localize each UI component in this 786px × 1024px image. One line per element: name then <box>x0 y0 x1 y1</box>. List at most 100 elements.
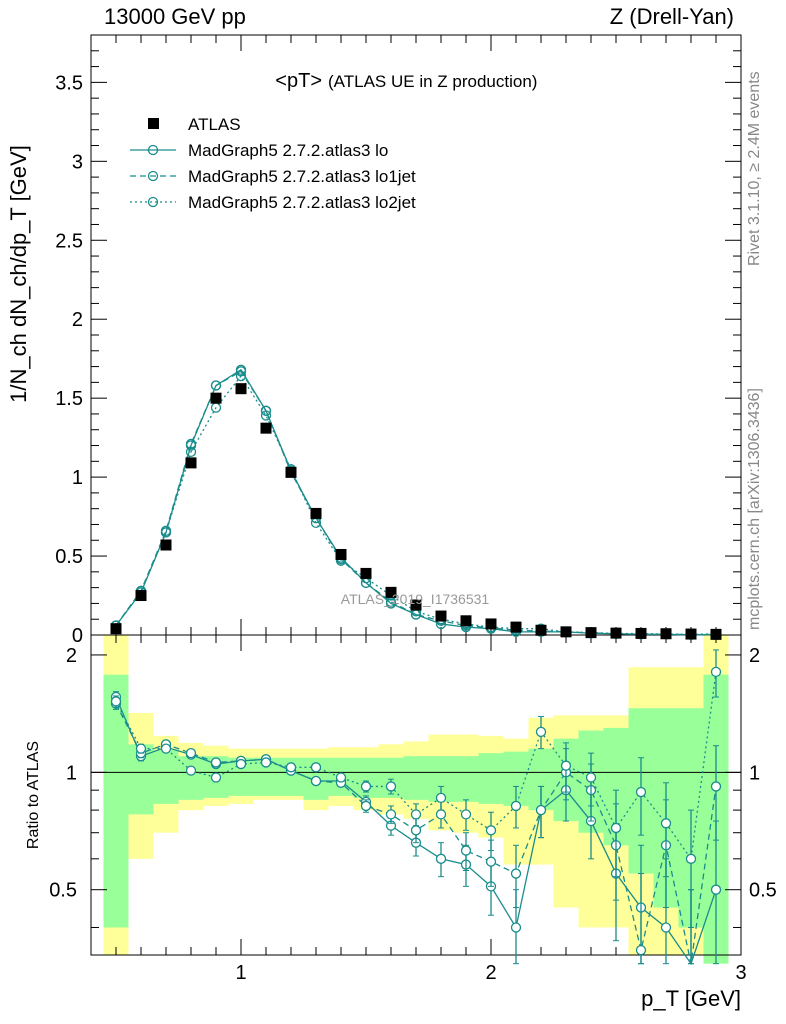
series-marker-ratio <box>260 757 272 768</box>
y-tick-label: 0.5 <box>55 546 83 568</box>
data-point <box>710 628 722 640</box>
y-tick-label: 1.5 <box>55 388 83 410</box>
data-point <box>535 624 547 636</box>
axis-tick-labels: 1 2 3 0 0.5 1 1.5 2 2.5 3 3.5 0.5 0.5 1 1 2 2 <box>49 72 777 984</box>
series-marker-main <box>210 380 222 391</box>
series-marker-ratio <box>435 809 447 820</box>
band-green <box>403 756 429 800</box>
data-point <box>310 507 322 519</box>
series-marker-ratio <box>435 792 447 804</box>
data-point <box>360 567 372 579</box>
data-point <box>560 626 572 638</box>
series-marker-ratio <box>135 743 147 754</box>
series-marker-main <box>185 438 197 450</box>
plot-title: <pT> (ATLAS UE in Z production) <box>275 70 537 92</box>
ratio-tick-label: 2 <box>66 645 77 667</box>
series-marker-ratio <box>210 757 222 768</box>
data-point <box>110 623 122 635</box>
y-tick-label: 2 <box>72 309 83 331</box>
data-point <box>185 457 197 469</box>
legend-marker <box>147 170 159 182</box>
series-marker-ratio <box>210 772 222 783</box>
ratio-uncertainty-bands <box>103 635 729 964</box>
series-marker-ratio <box>385 781 397 792</box>
legend-label: MadGraph5 2.7.2.atlas3 lo <box>188 141 388 160</box>
series-marker-ratio <box>510 868 522 879</box>
header-beam: 13000 GeV pp <box>104 4 246 29</box>
ratio-tick-label: 0.5 <box>49 880 77 902</box>
legend-label-data: ATLAS <box>188 115 241 134</box>
band-green <box>178 756 204 800</box>
data-point <box>210 392 222 404</box>
data-point <box>285 466 297 478</box>
series-marker-ratio <box>585 772 597 783</box>
data-points <box>110 383 722 640</box>
data-point <box>335 548 347 560</box>
data-point <box>435 610 447 622</box>
x-tick-label: 1 <box>235 962 246 984</box>
series-marker-ratio <box>185 747 197 759</box>
series-marker-ratio <box>410 825 422 836</box>
x-tick-label: 3 <box>735 962 746 984</box>
series-marker-main <box>260 410 272 421</box>
band-green <box>478 753 504 804</box>
y-axis-title: 1/N_ch dN_ch/dp_T [GeV] <box>6 145 31 403</box>
series-marker-ratio <box>435 853 447 864</box>
series-marker-ratio <box>660 922 672 933</box>
data-point <box>460 615 472 627</box>
ratio-axis-title: Ratio to ATLAS <box>25 741 42 849</box>
ratio-tick-label-right: 0.5 <box>749 880 777 902</box>
series-marker-ratio <box>360 800 372 812</box>
data-point <box>485 618 497 630</box>
legend-label: MadGraph5 2.7.2.atlas3 lo1jet <box>188 167 416 186</box>
data-point <box>585 627 597 639</box>
series-marker-ratio <box>635 944 647 956</box>
series-marker-ratio <box>235 758 247 770</box>
y-tick-label: 3.5 <box>55 72 83 94</box>
series-marker-ratio <box>510 800 522 812</box>
series-marker-ratio <box>310 775 322 787</box>
series-marker-ratio <box>485 856 497 867</box>
series-marker-ratio <box>460 845 472 856</box>
y-tick-label: 1 <box>72 467 83 489</box>
y-tick-label: 2.5 <box>55 230 83 252</box>
band-green <box>103 674 129 928</box>
data-point <box>510 621 522 633</box>
y-tick-label: 0 <box>72 625 83 647</box>
series-marker-ratio <box>410 809 422 820</box>
ratio-panel-series <box>110 649 722 966</box>
data-point <box>160 539 172 551</box>
data-point <box>660 628 672 640</box>
series-line-main <box>115 370 717 636</box>
ratio-tick-label-right: 2 <box>749 645 760 667</box>
analysis-watermark: ATLAS_2019_I1736531 <box>341 591 490 607</box>
data-point <box>685 628 697 640</box>
legend-marker-data <box>148 118 159 129</box>
series-marker-ratio <box>710 666 722 677</box>
series-marker-main <box>260 405 272 416</box>
data-point <box>635 627 647 639</box>
series-marker-ratio <box>535 726 547 737</box>
y-tick-label: 3 <box>72 151 83 173</box>
series-marker-ratio <box>185 765 197 776</box>
series-marker-ratio <box>335 772 347 783</box>
series-marker-ratio <box>535 804 547 816</box>
series-marker-ratio <box>660 818 672 829</box>
series-marker-ratio <box>485 825 497 836</box>
series-marker-main <box>185 446 197 457</box>
series-marker-ratio <box>285 762 297 773</box>
data-point <box>385 586 397 598</box>
series-marker-ratio <box>685 853 697 864</box>
data-point <box>260 422 272 434</box>
ratio-tick-label: 1 <box>66 762 77 784</box>
series-marker-ratio <box>110 696 122 707</box>
band-green <box>153 750 179 804</box>
legend-marker <box>147 196 159 208</box>
data-point <box>235 383 247 395</box>
series-marker-ratio <box>160 743 172 754</box>
series-marker-ratio <box>710 884 722 895</box>
axis-titles: 1/N_ch dN_ch/dp_T [GeV] Ratio to ATLAS p_T… <box>6 145 741 1011</box>
series-marker-ratio <box>385 809 397 820</box>
series-marker-ratio <box>310 762 322 773</box>
series-marker-main <box>160 527 172 538</box>
